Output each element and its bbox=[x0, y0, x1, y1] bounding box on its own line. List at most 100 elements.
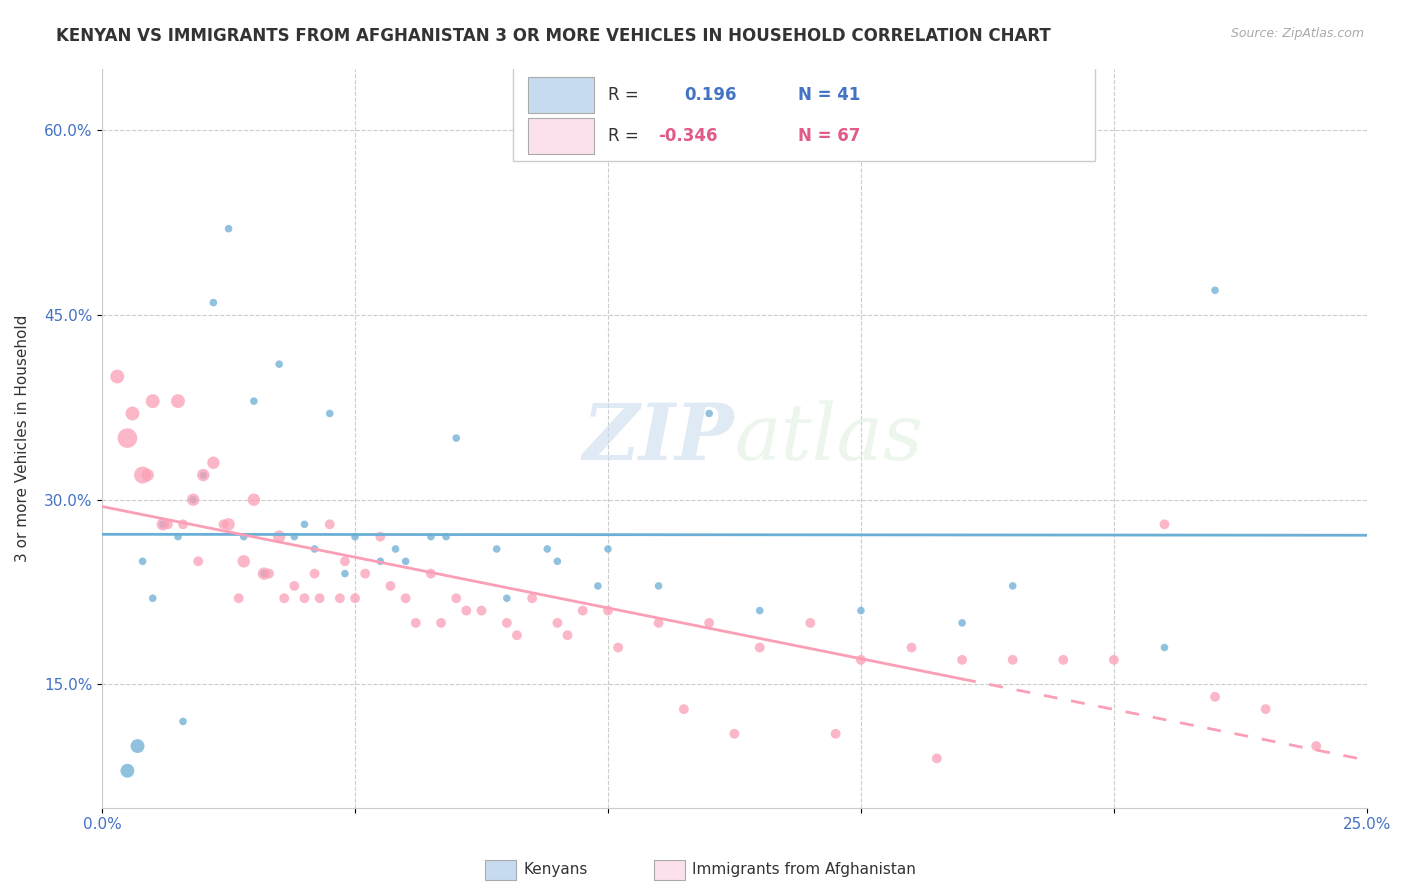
Point bbox=[253, 566, 276, 581]
Point bbox=[269, 530, 291, 544]
Point bbox=[156, 517, 179, 532]
Text: KENYAN VS IMMIGRANTS FROM AFGHANISTAN 3 OR MORE VEHICLES IN HOUSEHOLD CORRELATIO: KENYAN VS IMMIGRANTS FROM AFGHANISTAN 3 … bbox=[56, 27, 1052, 45]
Point bbox=[1153, 640, 1175, 655]
Point bbox=[152, 517, 174, 532]
Text: N = 67: N = 67 bbox=[797, 127, 860, 145]
FancyBboxPatch shape bbox=[529, 118, 595, 153]
Point bbox=[405, 615, 427, 630]
Point bbox=[1204, 690, 1226, 704]
Point bbox=[444, 431, 467, 445]
Point bbox=[748, 640, 770, 655]
Point bbox=[430, 615, 453, 630]
Text: -0.346: -0.346 bbox=[658, 127, 718, 145]
Point bbox=[1001, 653, 1024, 667]
Point bbox=[218, 517, 240, 532]
Point bbox=[329, 591, 352, 606]
Point bbox=[647, 579, 669, 593]
Point bbox=[304, 541, 326, 556]
Point bbox=[456, 603, 478, 617]
Point bbox=[748, 603, 770, 617]
Point bbox=[283, 530, 305, 544]
Point bbox=[187, 554, 209, 568]
Point bbox=[370, 554, 392, 568]
Point bbox=[294, 517, 316, 532]
Point bbox=[243, 492, 266, 507]
Point bbox=[136, 468, 159, 483]
Text: Kenyans: Kenyans bbox=[523, 863, 588, 877]
Point bbox=[142, 591, 165, 606]
Point bbox=[142, 394, 165, 409]
Point bbox=[308, 591, 330, 606]
Text: Immigrants from Afghanistan: Immigrants from Afghanistan bbox=[692, 863, 915, 877]
Point bbox=[218, 221, 240, 235]
Point bbox=[596, 541, 619, 556]
Point bbox=[232, 530, 254, 544]
Point bbox=[571, 603, 593, 617]
Text: R =: R = bbox=[607, 87, 644, 104]
Point bbox=[596, 603, 619, 617]
Text: atlas: atlas bbox=[734, 400, 924, 476]
Point bbox=[228, 591, 250, 606]
Point bbox=[495, 591, 517, 606]
Text: 0.196: 0.196 bbox=[683, 87, 737, 104]
Point bbox=[520, 591, 543, 606]
FancyBboxPatch shape bbox=[513, 62, 1095, 161]
Point bbox=[333, 554, 356, 568]
Text: N = 41: N = 41 bbox=[797, 87, 860, 104]
Point bbox=[1305, 739, 1327, 753]
Point bbox=[193, 468, 215, 483]
Point bbox=[506, 628, 529, 642]
Point bbox=[586, 579, 609, 593]
Point bbox=[304, 566, 326, 581]
Point bbox=[900, 640, 922, 655]
Point bbox=[546, 554, 568, 568]
Point bbox=[799, 615, 821, 630]
Point bbox=[257, 566, 280, 581]
Point bbox=[354, 566, 377, 581]
Point bbox=[1204, 283, 1226, 297]
Point bbox=[232, 554, 254, 568]
Point bbox=[172, 517, 194, 532]
Point bbox=[672, 702, 695, 716]
Point bbox=[395, 591, 418, 606]
Point bbox=[925, 751, 948, 765]
Point bbox=[849, 603, 872, 617]
Point bbox=[647, 615, 669, 630]
Point bbox=[370, 530, 392, 544]
Point bbox=[117, 431, 139, 445]
Point bbox=[344, 591, 367, 606]
Point bbox=[1001, 579, 1024, 593]
Point bbox=[495, 615, 517, 630]
Point bbox=[319, 517, 342, 532]
Point bbox=[131, 468, 153, 483]
Point bbox=[380, 579, 402, 593]
Point bbox=[131, 554, 153, 568]
Point bbox=[950, 653, 973, 667]
Point bbox=[127, 739, 149, 753]
Text: Source: ZipAtlas.com: Source: ZipAtlas.com bbox=[1230, 27, 1364, 40]
Text: R =: R = bbox=[607, 127, 644, 145]
Point bbox=[950, 615, 973, 630]
Text: ZIP: ZIP bbox=[583, 400, 734, 476]
Point bbox=[243, 394, 266, 409]
Point bbox=[212, 517, 235, 532]
Point bbox=[181, 492, 204, 507]
Point bbox=[193, 468, 215, 483]
Point bbox=[167, 530, 190, 544]
Point bbox=[121, 407, 143, 421]
Point bbox=[546, 615, 568, 630]
Point bbox=[434, 530, 457, 544]
Point bbox=[419, 530, 441, 544]
Point bbox=[395, 554, 418, 568]
Point bbox=[1102, 653, 1125, 667]
Point bbox=[105, 369, 128, 384]
Point bbox=[167, 394, 190, 409]
Point bbox=[333, 566, 356, 581]
Y-axis label: 3 or more Vehicles in Household: 3 or more Vehicles in Household bbox=[15, 314, 30, 562]
Point bbox=[269, 357, 291, 371]
Point bbox=[172, 714, 194, 729]
FancyBboxPatch shape bbox=[529, 78, 595, 113]
Point bbox=[319, 407, 342, 421]
Point bbox=[344, 530, 367, 544]
Point bbox=[283, 579, 305, 593]
